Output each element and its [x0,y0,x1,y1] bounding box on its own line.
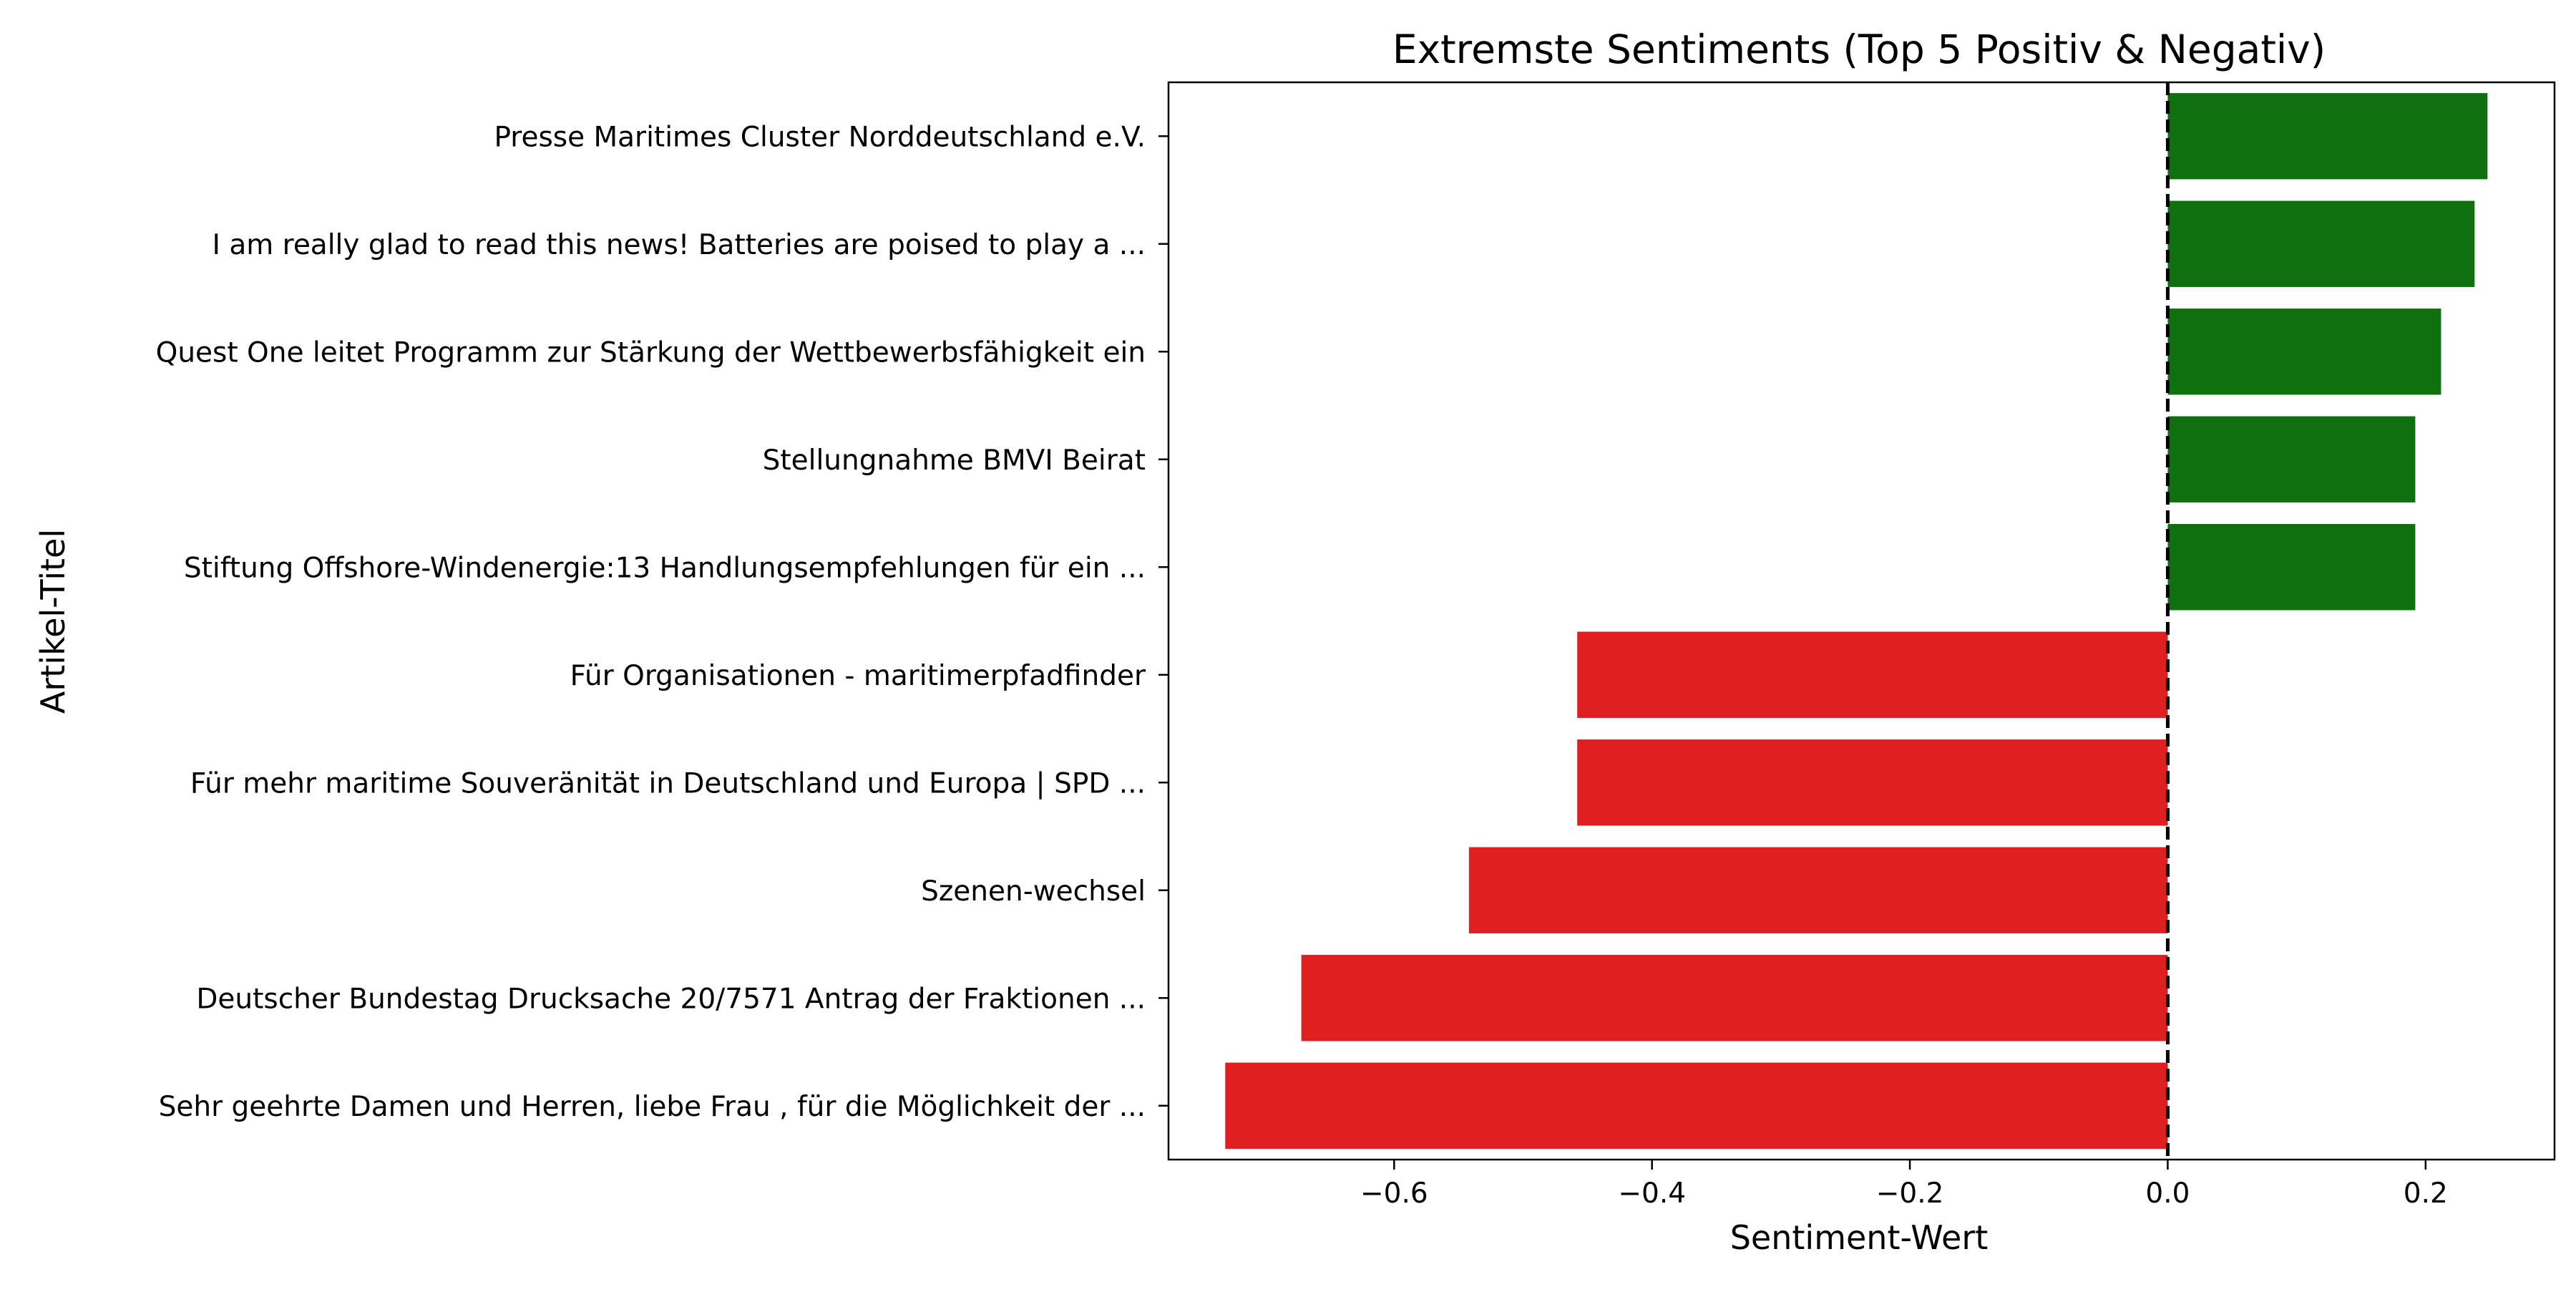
category-label: Szenen-wechsel [921,875,1146,908]
x-tick-label: 0.2 [2404,1177,2448,1210]
y-axis-ticks: Presse Maritimes Cluster Norddeutschland… [156,121,1169,1123]
category-label: I am really glad to read this news! Batt… [212,229,1146,261]
x-axis-ticks: −0.6 −0.4 −0.2 0.0 0.2 [1360,1160,2448,1210]
bar-10 [1225,1062,2168,1149]
bar-9 [1301,955,2168,1041]
category-label: Für Organisationen - maritimerpfadfinder [570,660,1146,692]
category-label: Deutscher Bundestag Drucksache 20/7571 A… [196,983,1146,1015]
bar-8 [1468,847,2168,933]
y-axis-label: Artikel-Titel [34,529,72,714]
chart-title: Extremste Sentiments (Top 5 Positiv & Ne… [1392,26,2326,72]
category-label: Stellungnahme BMVI Beirat [763,445,1146,477]
x-tick-label: 0.0 [2145,1177,2190,1210]
category-label: Quest One leitet Programm zur Stärkung d… [156,336,1146,369]
category-label: Presse Maritimes Cluster Norddeutschland… [494,121,1146,153]
plot-frame [1167,81,2556,1161]
category-label: Für mehr maritime Souveränität in Deutsc… [190,767,1146,800]
category-label: Stiftung Offshore-Windenergie:13 Handlun… [184,552,1146,584]
category-label: Sehr geehrte Damen und Herren, liebe Fra… [159,1091,1146,1123]
x-tick-label: −0.6 [1360,1177,1428,1210]
bar-7 [1577,739,2168,826]
bar-1 [2167,93,2488,180]
x-tick-label: −0.2 [1876,1177,1944,1210]
bar-3 [2167,309,2441,395]
bar-2 [2167,200,2475,287]
bar-5 [2167,524,2416,611]
bar-6 [1577,631,2168,718]
bar-4 [2167,416,2416,502]
x-axis-label: Sentiment-Wert [1730,1218,1989,1257]
bars-layer [1225,93,2488,1149]
x-tick-label: −0.4 [1618,1177,1686,1210]
